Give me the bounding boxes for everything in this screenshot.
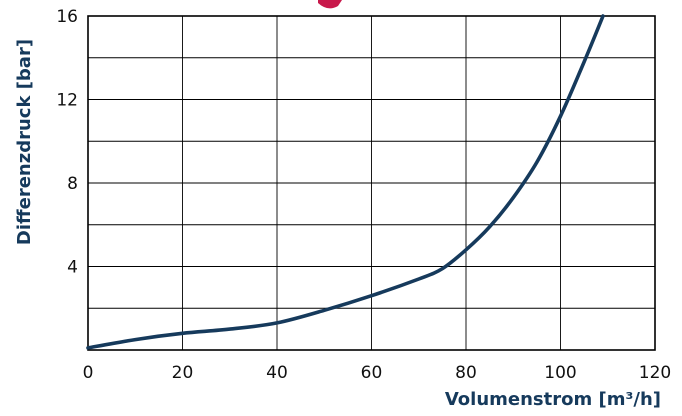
x-tick-label: 0 [83,363,94,383]
y-tick-label: 4 [67,258,78,278]
title-fragment-decoration [318,0,342,9]
x-axis-label: Volumenstrom [m³/h] [445,389,661,410]
x-tick-label: 100 [544,363,576,383]
x-tick-label: 80 [455,363,477,383]
plot-frame [87,15,656,351]
x-tick-label: 60 [361,363,383,383]
x-tick-label: 120 [639,363,671,383]
x-tick-label: 40 [266,363,288,383]
y-tick-label: 8 [67,174,78,194]
grid [88,16,655,350]
series-line [86,14,605,350]
y-tick-label: 16 [56,7,78,27]
x-tick-label: 20 [172,363,194,383]
y-tick-label: 12 [56,91,78,111]
y-axis-label: Differenzdruck [bar] [14,39,35,245]
x-tick-labels: 0 20 40 60 80 100 120 [83,363,672,383]
y-tick-labels: 4 8 12 16 [56,7,78,278]
